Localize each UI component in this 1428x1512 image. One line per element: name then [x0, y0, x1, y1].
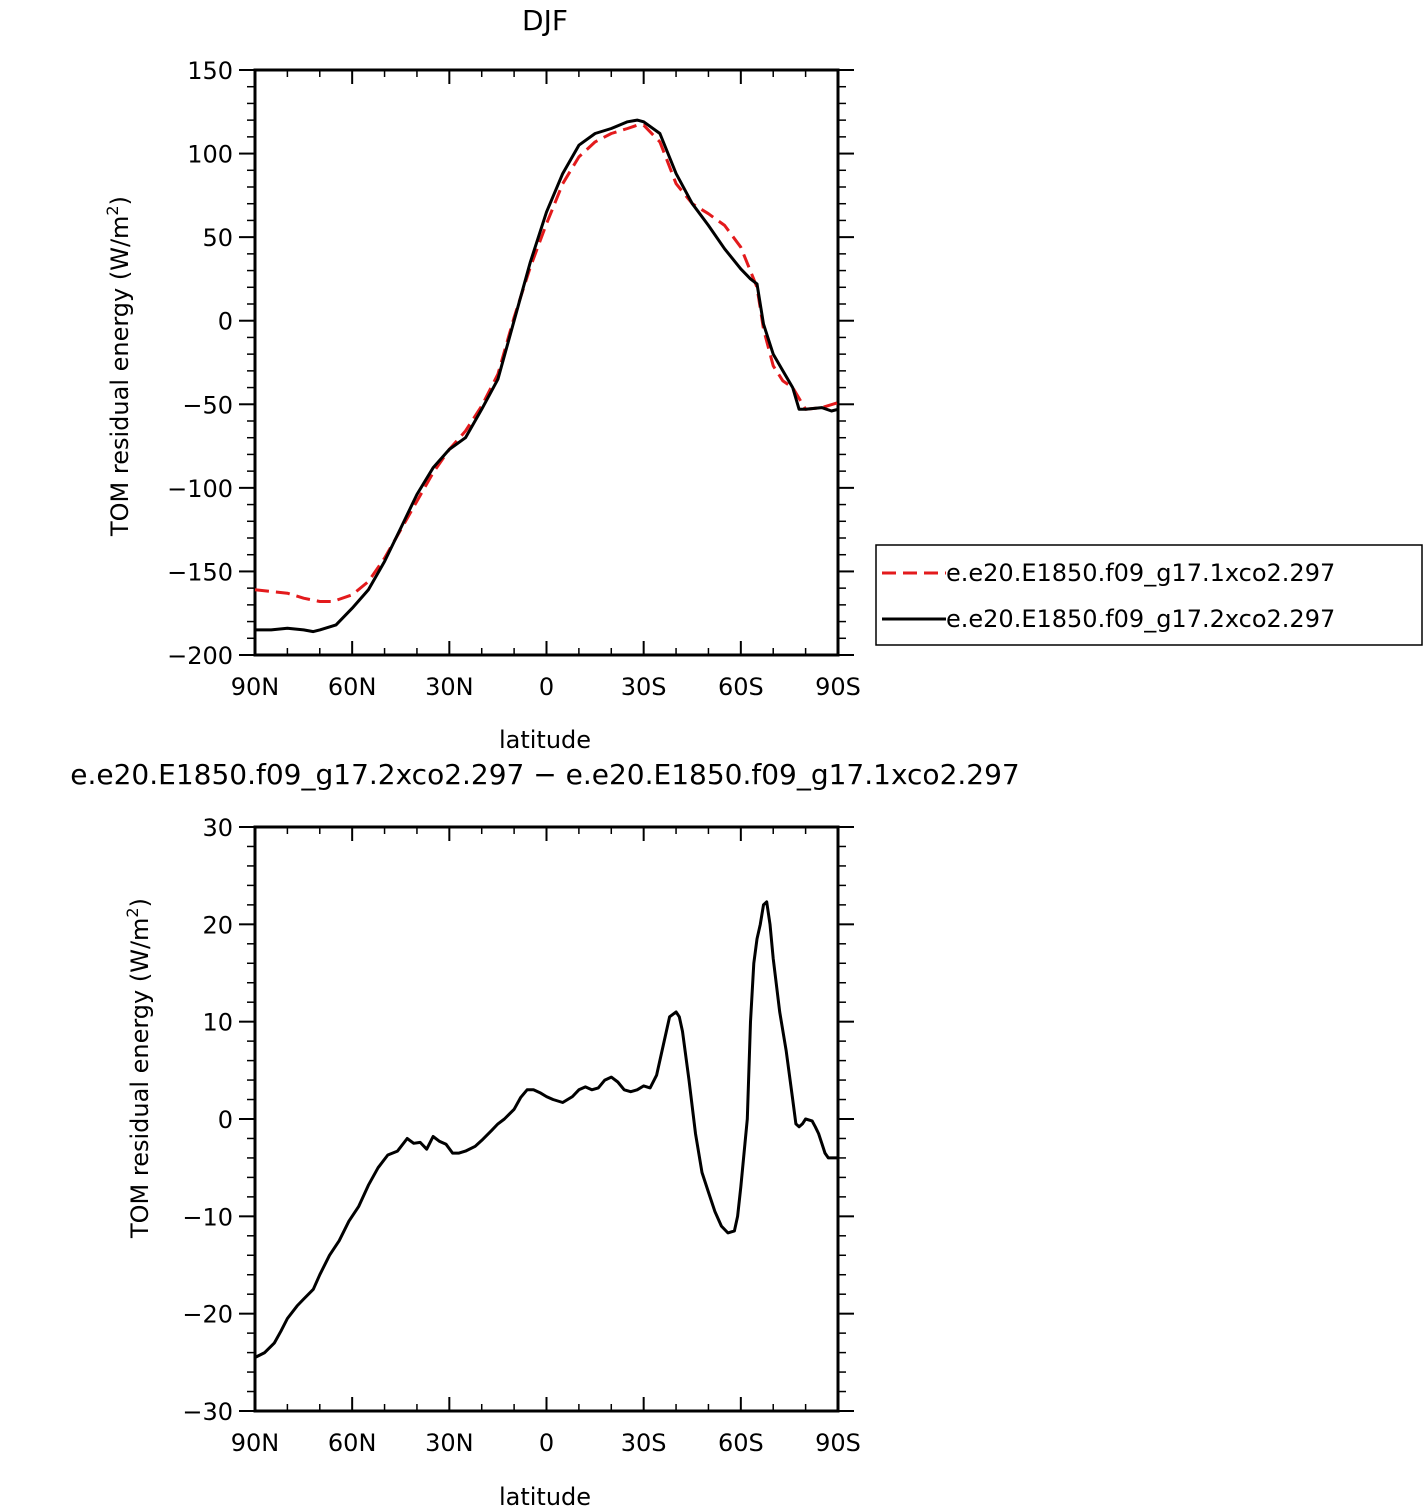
- y-tick-label: 10: [202, 1009, 233, 1037]
- y-tick-label: −50: [182, 391, 233, 419]
- x-tick-label: 30N: [425, 1429, 474, 1457]
- top-panel-y-axis-label-sup: 2: [103, 205, 122, 215]
- legend-label-series-1: e.e20.E1850.f09_g17.1xco2.297: [946, 559, 1335, 587]
- top-panel-ticks: 90N 60N 30N 0 30S 60S 90S −200 −150 −100 −50 0 50 100…: [167, 57, 861, 701]
- y-tick-label: 150: [187, 57, 233, 85]
- bottom-panel-series: [253, 900, 840, 1359]
- bottom-panel-ticks: 90N 60N 30N 0 30S 60S 90S −30 −20 −10 0 10 20 30: [182, 814, 861, 1457]
- x-tick-label: 0: [539, 673, 554, 701]
- y-tick-label: 100: [187, 141, 233, 169]
- top-panel-x-axis-label: latitude: [499, 726, 591, 754]
- top-panel-y-axis-label: TOM residual energy (W/m2): [103, 196, 134, 537]
- top-panel-series: [253, 118, 840, 634]
- x-tick-label: 30S: [621, 1429, 667, 1457]
- y-tick-label: −20: [182, 1301, 233, 1329]
- series-line-1: [254, 123, 839, 603]
- x-tick-label: 90S: [815, 1429, 861, 1457]
- bottom-panel: e.e20.E1850.f09_g17.2xco2.297 − e.e20.E1…: [70, 758, 1019, 1511]
- bottom-panel-y-axis-label: TOM residual energy (W/m2): [123, 898, 154, 1239]
- top-panel-frame: [253, 68, 840, 657]
- top-panel-title: DJF: [522, 4, 568, 37]
- bottom-panel-x-axis-label: latitude: [499, 1483, 591, 1511]
- x-tick-label: 60S: [718, 1429, 764, 1457]
- y-tick-label: 0: [218, 1106, 233, 1134]
- y-tick-label: 0: [218, 308, 233, 336]
- top-panel: DJF 90N 60N 30N 0 30S 60S 90S −200 −150 −100 −50 0 5…: [103, 4, 861, 754]
- y-tick-label: 50: [202, 224, 233, 252]
- bottom-panel-y-axis-label-main: TOM residual energy (W/m: [126, 918, 154, 1239]
- y-tick-label: −150: [167, 558, 233, 586]
- legend-label-series-2: e.e20.E1850.f09_g17.2xco2.297: [946, 605, 1335, 633]
- y-tick-label: −30: [182, 1398, 233, 1426]
- legend: e.e20.E1850.f09_g17.1xco2.297 e.e20.E185…: [875, 544, 1423, 646]
- bottom-panel-title: e.e20.E1850.f09_g17.2xco2.297 − e.e20.E1…: [70, 758, 1019, 791]
- x-tick-label: 90N: [231, 673, 280, 701]
- x-tick-label: 60S: [718, 673, 764, 701]
- y-tick-label: 30: [202, 814, 233, 842]
- x-tick-label: 90N: [231, 1429, 280, 1457]
- x-tick-label: 60N: [328, 673, 377, 701]
- top-panel-y-axis-label-main: TOM residual energy (W/m: [106, 216, 134, 537]
- series-line-1: [253, 900, 840, 1359]
- legend-box: [875, 544, 1423, 646]
- x-tick-label: 90S: [815, 673, 861, 701]
- bottom-panel-y-axis-label-sup: 2: [123, 907, 142, 917]
- y-tick-label: −200: [167, 642, 233, 670]
- bottom-panel-frame: [253, 825, 840, 1413]
- x-tick-label: 0: [539, 1429, 554, 1457]
- x-tick-label: 30S: [621, 673, 667, 701]
- y-tick-label: −10: [182, 1203, 233, 1231]
- top-panel-y-axis-label-end: ): [106, 196, 134, 205]
- x-tick-label: 30N: [425, 673, 474, 701]
- bottom-panel-y-axis-label-end: ): [126, 898, 154, 907]
- y-tick-label: 20: [202, 911, 233, 939]
- x-tick-label: 60N: [328, 1429, 377, 1457]
- y-tick-label: −100: [167, 475, 233, 503]
- series-line-2: [253, 118, 840, 634]
